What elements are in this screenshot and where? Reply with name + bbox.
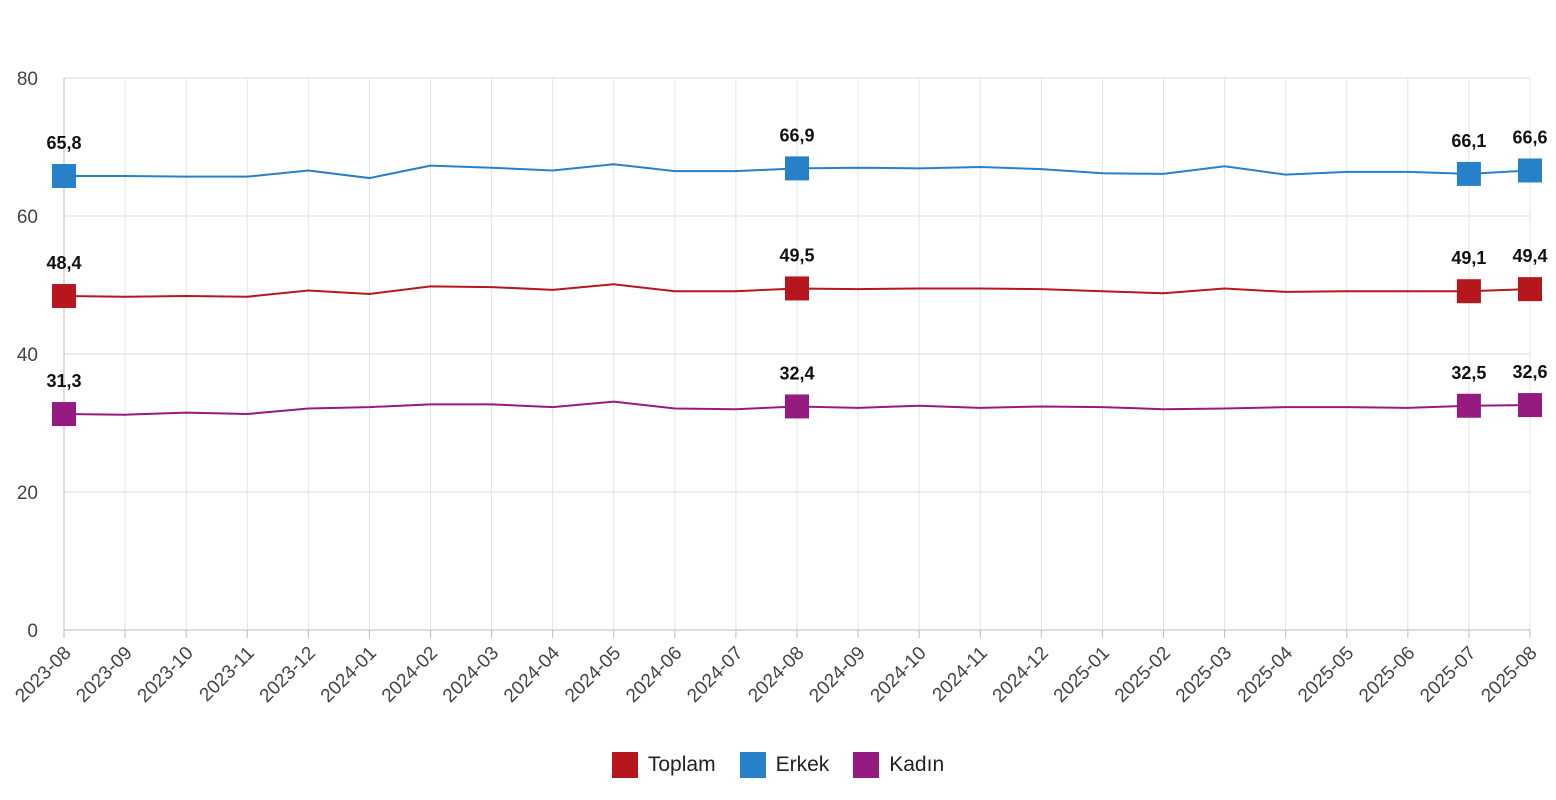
y-tick-label: 60 — [17, 207, 38, 228]
x-tick-label: 2024-07 — [683, 643, 747, 707]
marker-toplam — [1518, 277, 1542, 302]
x-tick-label: 2024-01 — [317, 643, 381, 707]
x-tick-label: 2023-11 — [196, 643, 259, 706]
x-tick-label: 2024-11 — [929, 643, 992, 706]
x-tick-label: 2023-09 — [72, 643, 136, 707]
data-label-erkek: 65,8 — [46, 133, 81, 153]
legend-swatch — [739, 752, 766, 778]
x-tick-label: 2024-02 — [378, 643, 442, 707]
series-layer — [52, 156, 1542, 427]
x-tick-label: 2025-06 — [1355, 643, 1419, 707]
y-tick-label: 80 — [17, 69, 38, 90]
y-tick-label: 0 — [27, 621, 38, 642]
y-tick-label: 40 — [17, 345, 38, 366]
y-tick-label: 20 — [17, 483, 38, 504]
x-tick-label: 2023-08 — [11, 643, 75, 707]
legend-swatch — [611, 752, 638, 778]
marker-kadin — [1518, 393, 1542, 418]
marker-kadin — [1456, 393, 1481, 418]
marker-toplam — [1456, 279, 1481, 304]
x-tick-label: 2023-10 — [134, 643, 198, 707]
data-label-erkek: 66,6 — [1512, 127, 1547, 147]
x-tick-label: 2024-06 — [622, 643, 686, 707]
x-tick-label: 2024-04 — [500, 642, 564, 706]
marker-toplam — [785, 276, 809, 301]
data-label-toplam: 49,5 — [779, 245, 814, 265]
x-tick-label: 2024-05 — [561, 643, 625, 707]
data-label-kadin: 32,5 — [1451, 363, 1486, 383]
data-label-toplam: 48,4 — [46, 253, 81, 273]
data-label-kadin: 31,3 — [46, 371, 81, 391]
x-tick-label: 2025-05 — [1294, 643, 1358, 707]
data-label-erkek: 66,1 — [1451, 131, 1486, 151]
legend-item-kadin[interactable]: Kadın — [853, 752, 944, 778]
legend-item-erkek[interactable]: Erkek — [739, 752, 830, 778]
x-tick-label: 2024-09 — [805, 643, 869, 707]
marker-kadin — [52, 402, 76, 427]
legend-item-toplam[interactable]: Toplam — [611, 752, 716, 778]
x-axis: 2023-082023-092023-102023-112023-122024-… — [11, 629, 1542, 707]
legend-swatch — [853, 752, 880, 778]
data-labels: 48,4 49,5 49,1 49,4 65,8 66,9 66,1 66,6 31,3 32,4… — [46, 125, 1547, 391]
marker-toplam — [52, 284, 76, 309]
y-axis: 0 20 40 60 80 — [17, 69, 65, 642]
marker-kadin — [785, 394, 809, 419]
marker-erkek — [52, 163, 76, 188]
marker-erkek — [1518, 158, 1542, 183]
marker-erkek — [785, 156, 809, 181]
legend-label: Toplam — [647, 753, 716, 776]
x-tick-label: 2025-02 — [1111, 643, 1175, 707]
data-label-toplam: 49,4 — [1512, 246, 1547, 266]
x-tick-label: 2025-04 — [1233, 642, 1297, 706]
x-tick-label: 2023-12 — [256, 643, 320, 707]
data-label-toplam: 49,1 — [1451, 248, 1486, 268]
x-tick-label: 2024-03 — [439, 643, 503, 707]
data-label-kadin: 32,6 — [1512, 362, 1547, 382]
legend: Toplam Erkek Kadın — [0, 752, 1556, 778]
legend-label: Erkek — [775, 753, 830, 776]
x-tick-label: 2025-07 — [1416, 643, 1480, 707]
x-tick-label: 2024-12 — [989, 643, 1053, 707]
x-tick-label: 2025-03 — [1172, 643, 1236, 707]
x-tick-label: 2024-08 — [744, 643, 808, 707]
legend-label: Kadın — [889, 753, 945, 776]
x-tick-label: 2025-08 — [1477, 643, 1541, 707]
data-label-erkek: 66,9 — [779, 125, 814, 145]
data-label-kadin: 32,4 — [779, 363, 814, 383]
x-tick-label: 2024-10 — [867, 643, 931, 707]
marker-erkek — [1456, 161, 1481, 186]
x-tick-label: 2025-01 — [1050, 643, 1114, 707]
